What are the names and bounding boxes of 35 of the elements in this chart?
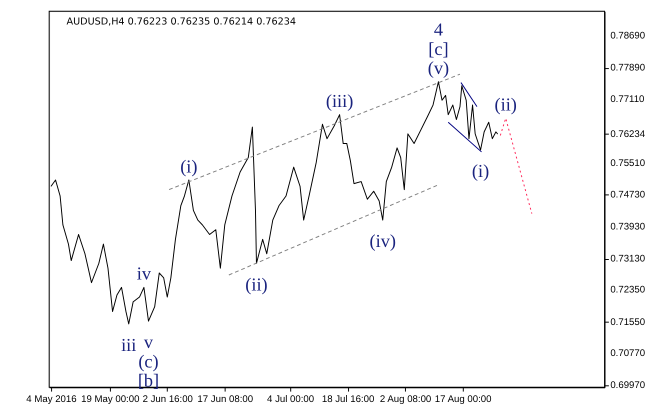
x-tick-label: 4 May 2016 xyxy=(26,394,77,406)
annotation: (v) xyxy=(428,58,450,78)
y-tick-label: 0.78690 xyxy=(610,30,646,42)
annotation: (c) xyxy=(138,351,159,372)
annotation: (i) xyxy=(472,160,490,181)
y-tick-label: 0.76234 xyxy=(610,129,646,140)
annotation: [c] xyxy=(428,38,449,59)
y-tick-label: 0.77110 xyxy=(610,94,644,105)
x-tick-label: 2 Jun 16:00 xyxy=(142,394,193,406)
annotation: (ii) xyxy=(494,94,517,115)
text: AUDUSD,H4 0.76223 0.76235 0.76214 0.76234 xyxy=(66,16,296,28)
y-tick-label: 0.69970 xyxy=(610,380,646,392)
x-tick-label: 4 Jul 00:00 xyxy=(267,394,314,406)
annotation: [b] xyxy=(138,370,160,391)
y-tick-label: 0.71550 xyxy=(610,316,646,328)
x-tick-label: 17 Jun 08:00 xyxy=(197,394,254,406)
annotation: v xyxy=(144,332,154,352)
annotation: 4 xyxy=(434,19,443,40)
x-tick-label: 18 Jul 16:00 xyxy=(322,394,374,406)
annotation: iii xyxy=(121,334,136,355)
y-tick-label: 0.73930 xyxy=(610,221,646,232)
y-tick-label: 0.74730 xyxy=(610,189,646,200)
annotation: (iii) xyxy=(326,90,354,111)
x-tick-label: 2 Aug 08:00 xyxy=(380,394,432,406)
annotation: (iv) xyxy=(370,231,396,252)
y-tick-label: 0.75510 xyxy=(610,158,646,170)
annotation: (i) xyxy=(180,156,198,176)
y-tick-label: 0.77890 xyxy=(610,62,646,74)
annotation: (ii) xyxy=(245,274,268,294)
y-tick-label: 0.73130 xyxy=(610,253,646,264)
annotation: iv xyxy=(136,264,152,284)
x-tick-label: 19 May 00:00 xyxy=(81,394,140,406)
y-tick-label: 0.72350 xyxy=(610,284,646,296)
y-tick-label: 0.70770 xyxy=(610,348,646,360)
x-tick-label: 17 Aug 00:00 xyxy=(434,394,492,406)
